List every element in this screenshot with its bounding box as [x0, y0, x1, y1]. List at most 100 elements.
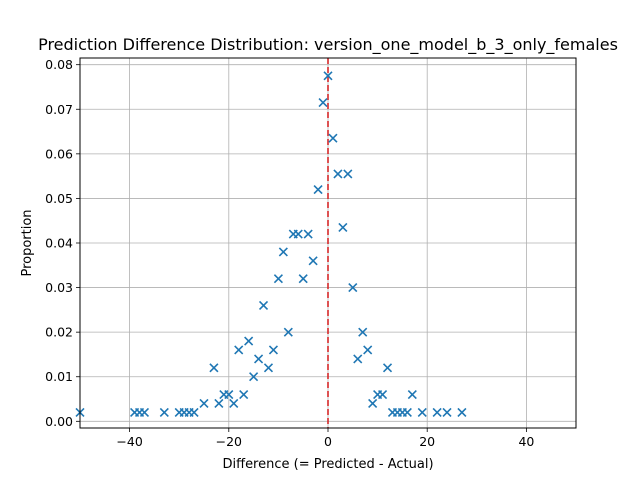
- y-tick-label: 0.07: [45, 102, 73, 117]
- y-axis-label: Proportion: [20, 209, 35, 276]
- data-point-stroke: [457, 407, 467, 417]
- data-point: [432, 407, 442, 417]
- data-point: [308, 256, 318, 266]
- data-point: [363, 345, 373, 355]
- data-point: [199, 398, 209, 409]
- data-point: [139, 407, 150, 417]
- y-tick-label: 0.01: [45, 369, 73, 384]
- data-point-stroke: [358, 327, 368, 337]
- data-point: [382, 363, 393, 373]
- data-point-stroke: [244, 336, 254, 346]
- data-point: [229, 398, 239, 409]
- data-point: [313, 184, 323, 195]
- data-point: [258, 300, 269, 310]
- data-point-stroke: [318, 98, 328, 108]
- y-tick-label: 0.08: [45, 57, 73, 72]
- data-point-stroke: [278, 247, 288, 257]
- data-point-stroke: [348, 283, 358, 293]
- data-point-stroke: [368, 398, 378, 409]
- data-point: [338, 222, 348, 232]
- data-point-stroke: [338, 222, 348, 232]
- data-point: [249, 372, 259, 382]
- data-point: [368, 398, 378, 409]
- data-point: [417, 407, 427, 417]
- data-point: [298, 274, 308, 284]
- data-point-stroke: [273, 274, 283, 284]
- data-point-stroke: [224, 390, 234, 400]
- data-point-stroke: [343, 169, 353, 179]
- data-point-stroke: [214, 398, 224, 409]
- x-tick-label: −20: [216, 434, 242, 449]
- data-point-stroke: [268, 345, 279, 355]
- x-axis-ticks: −40 −20 0 20 40: [116, 428, 534, 449]
- data-point-stroke: [377, 390, 388, 400]
- y-tick-label: 0.04: [45, 236, 73, 251]
- data-point: [253, 354, 264, 364]
- data-point-stroke: [308, 256, 318, 266]
- data-point: [273, 274, 283, 284]
- data-point-stroke: [323, 71, 333, 81]
- data-point: [283, 327, 293, 337]
- data-point: [348, 283, 358, 293]
- data-point: [457, 407, 467, 417]
- data-point-stroke: [283, 327, 293, 337]
- y-tick-label: 0.06: [45, 146, 73, 161]
- data-point: [234, 345, 244, 355]
- data-point-stroke: [363, 345, 373, 355]
- data-point-stroke: [229, 398, 239, 409]
- y-tick-label: 0.02: [45, 325, 73, 340]
- data-point-stroke: [234, 345, 244, 355]
- data-point-stroke: [249, 372, 259, 382]
- data-point-stroke: [298, 274, 308, 284]
- data-point: [189, 407, 199, 417]
- data-point-stroke: [189, 407, 199, 417]
- y-axis-ticks: 0.00 0.01 0.02 0.03 0.04 0.05 0.06 0.07 0.08: [45, 57, 80, 429]
- data-point: [239, 390, 249, 400]
- data-point-stroke: [199, 398, 209, 409]
- data-point: [358, 327, 368, 337]
- data-point: [318, 98, 328, 108]
- y-tick-label: 0.03: [45, 280, 73, 295]
- data-point-stroke: [263, 363, 274, 373]
- data-point-stroke: [139, 407, 150, 417]
- chart-title: Prediction Difference Distribution: vers…: [38, 35, 618, 55]
- data-point: [159, 407, 169, 417]
- data-points: [75, 71, 467, 417]
- x-axis-label: Difference (= Predicted - Actual): [222, 457, 433, 472]
- data-point-stroke: [407, 390, 417, 400]
- data-point: [224, 390, 234, 400]
- x-tick-label: 0: [324, 434, 332, 449]
- x-tick-label: 40: [518, 434, 534, 449]
- data-point: [244, 336, 254, 346]
- data-point: [407, 390, 417, 400]
- data-point: [442, 407, 452, 417]
- data-point: [214, 398, 224, 409]
- data-point: [343, 169, 353, 179]
- y-tick-label: 0.05: [45, 191, 73, 206]
- data-point: [293, 229, 303, 239]
- data-point: [268, 345, 279, 355]
- data-point-stroke: [253, 354, 264, 364]
- data-point-stroke: [313, 184, 323, 195]
- data-point: [278, 247, 288, 257]
- data-point-stroke: [353, 354, 363, 364]
- data-point: [323, 71, 333, 81]
- data-point: [263, 363, 274, 373]
- data-point: [303, 229, 313, 239]
- y-tick-label: 0.00: [45, 414, 73, 429]
- data-point-stroke: [417, 407, 427, 417]
- data-point: [402, 407, 412, 417]
- x-tick-label: 20: [419, 434, 435, 449]
- data-point-stroke: [382, 363, 393, 373]
- data-point: [328, 133, 338, 143]
- data-point-stroke: [258, 300, 269, 310]
- data-point-stroke: [442, 407, 452, 417]
- data-point: [333, 169, 343, 179]
- data-point-stroke: [328, 133, 338, 143]
- data-point-stroke: [402, 407, 412, 417]
- x-tick-label: −40: [116, 434, 142, 449]
- data-point-stroke: [432, 407, 442, 417]
- data-point-stroke: [239, 390, 249, 400]
- data-point-stroke: [293, 229, 303, 239]
